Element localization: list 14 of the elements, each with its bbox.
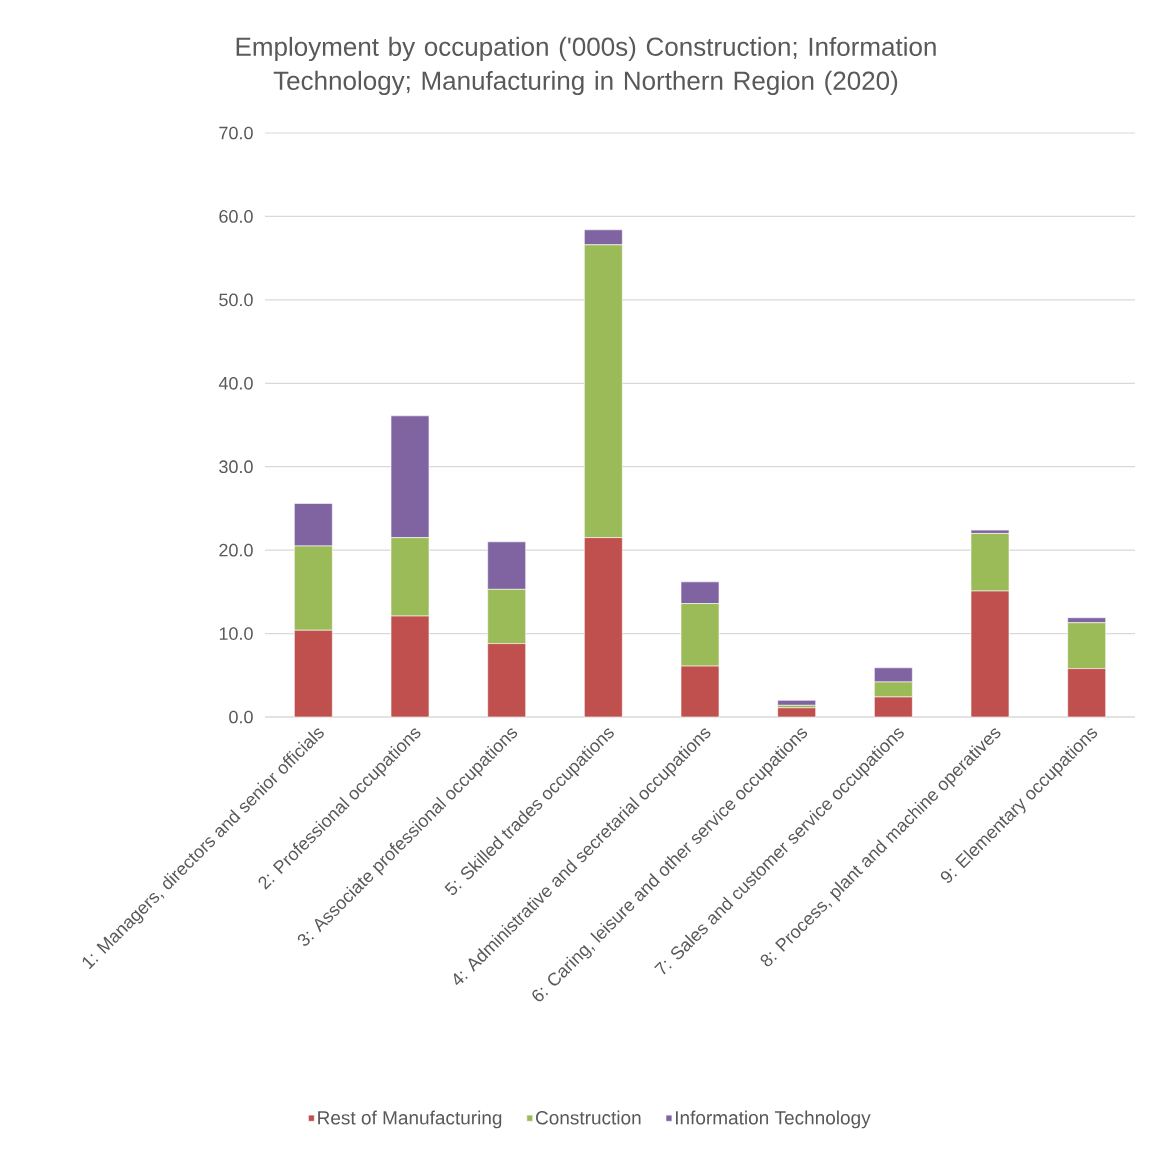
y-tick-label: 70.0 (219, 126, 253, 140)
legend-label: Construction (536, 1110, 641, 1125)
y-tick-label: 10.0 (219, 627, 253, 640)
y-tick-label: 50.0 (219, 293, 253, 307)
bar (777, 700, 816, 706)
y-tick-label: 60.0 (219, 210, 253, 223)
legend-label: Rest of Manufacturing (318, 1110, 502, 1129)
y-tick-label: 30.0 (219, 460, 253, 474)
y-tick-label: 20.0 (219, 543, 253, 557)
chart-title: Employment by occupation ('000s) Construction; Information Technology; Manufacturing in Northern Region (2020) (236, 36, 936, 96)
y-tick-label: 0.0 (229, 710, 253, 724)
bar (777, 707, 816, 718)
legend-label: Information Technology (675, 1110, 871, 1129)
y-tick-label: 40.0 (218, 376, 253, 390)
